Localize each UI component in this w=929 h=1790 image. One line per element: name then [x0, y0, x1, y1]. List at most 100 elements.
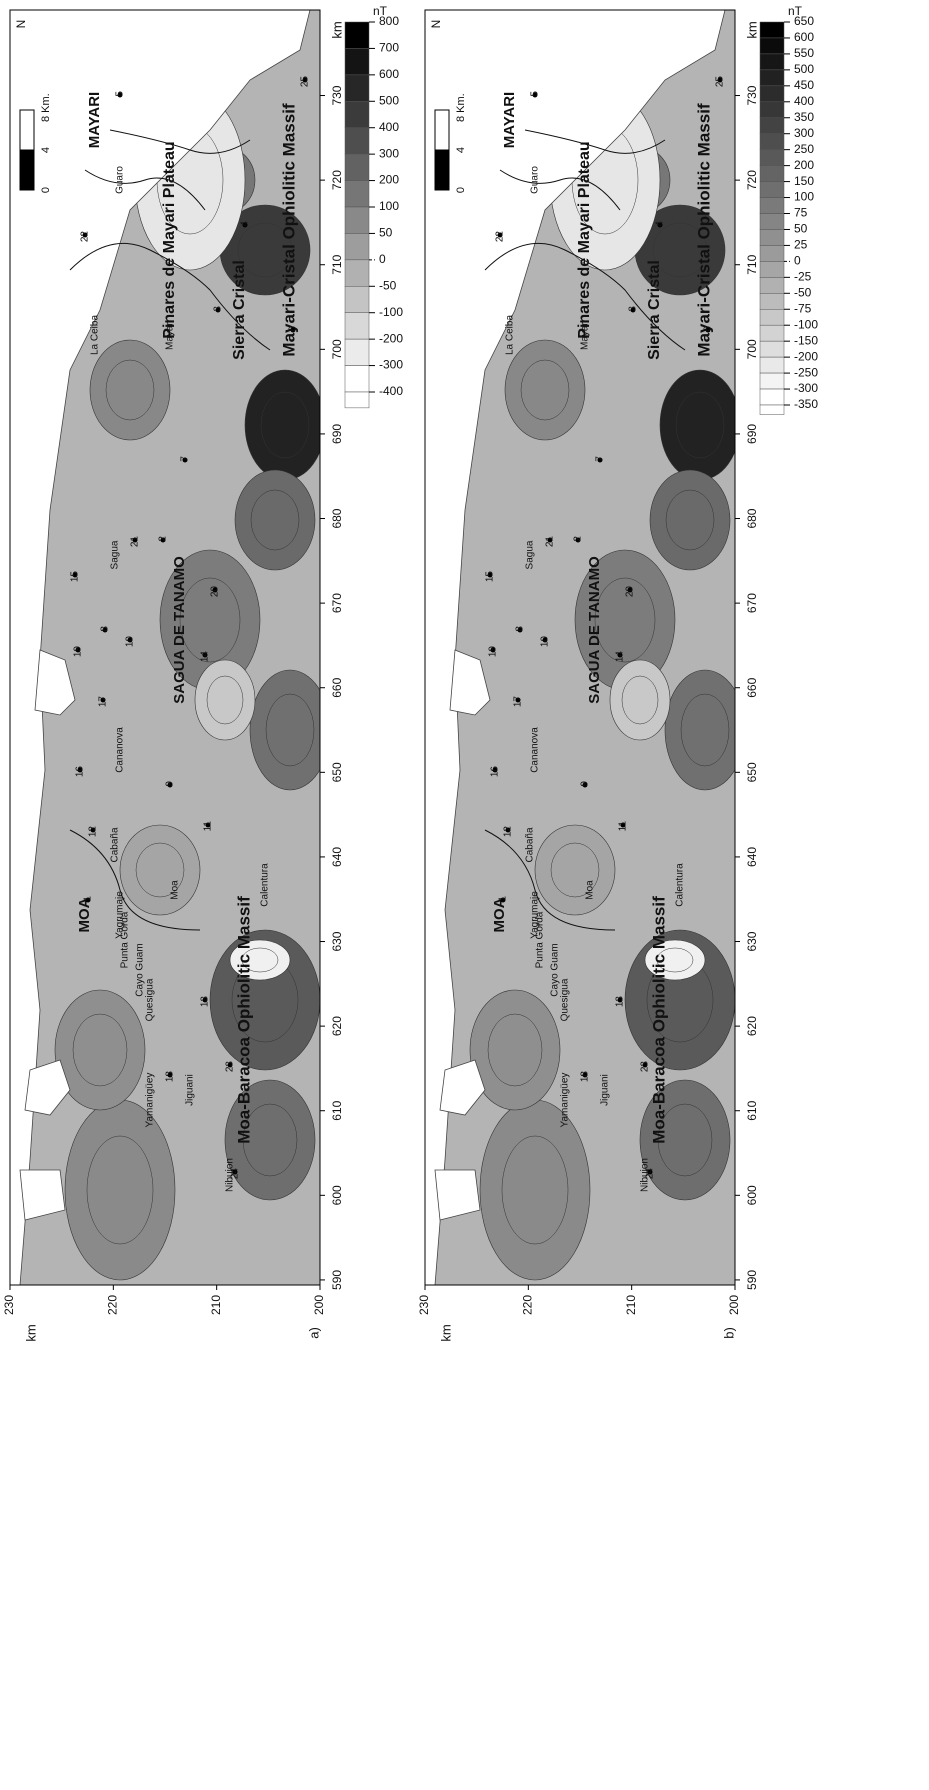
x-tick-label: 670	[330, 593, 344, 613]
site-marker	[630, 307, 636, 313]
site-label: 15	[70, 571, 81, 583]
anomaly-contour	[609, 659, 671, 741]
anomaly-contour	[249, 669, 320, 791]
site-marker	[290, 327, 296, 333]
place-label: Pinares de Mayari Plateau	[576, 141, 593, 338]
colorbar-swatch	[759, 117, 785, 134]
anomaly-contour	[237, 222, 293, 278]
x-tick-label: 640	[745, 847, 759, 867]
x-axis-title: km	[329, 21, 344, 38]
site-marker	[505, 827, 511, 833]
site-marker	[205, 822, 211, 828]
x-tick-label: 730	[745, 85, 759, 105]
site-marker	[85, 897, 91, 903]
site-label: 18	[165, 1071, 176, 1083]
river-label: Mayari	[580, 320, 591, 350]
colorbar-label: -400	[379, 384, 403, 398]
anomaly-contour	[119, 824, 201, 916]
anomaly-contour	[64, 1099, 176, 1281]
colorbar-swatch	[759, 213, 785, 230]
scale-bar-black	[434, 149, 450, 191]
colorbar-label: 100	[794, 190, 814, 204]
x-tick-label: 710	[330, 254, 344, 274]
river-label: La Ceiba	[90, 315, 101, 355]
colorbar-label: 0	[379, 252, 386, 266]
x-tick-label: 690	[745, 424, 759, 444]
site-label: 16	[75, 766, 86, 778]
colorbar-swatch	[344, 206, 370, 234]
colorbar-label: 600	[379, 67, 399, 81]
site-marker	[227, 1062, 233, 1068]
colorbar-label: 350	[794, 110, 814, 124]
colorbar-label: -200	[379, 331, 403, 345]
site-label: 4	[655, 221, 666, 227]
site-marker	[617, 997, 623, 1003]
site-label: 14	[200, 651, 211, 663]
x-tick-label: 680	[330, 508, 344, 528]
x-tick-label: 610	[330, 1100, 344, 1120]
x-tick-label: 630	[330, 931, 344, 951]
site-label: 10	[540, 636, 551, 648]
colorbar-swatch	[759, 340, 785, 358]
colorbar-swatch	[344, 312, 370, 340]
y-tick-label: 230	[417, 1295, 431, 1315]
river-label: La Ceiba	[505, 315, 516, 355]
anomaly-contour	[242, 1103, 298, 1177]
site-marker	[500, 897, 506, 903]
site-label: 2	[573, 536, 584, 542]
site-label: 17	[513, 696, 524, 708]
site-label: 22	[80, 231, 91, 243]
anomaly-contour	[72, 1013, 128, 1087]
site-marker	[547, 537, 553, 543]
place-label: MAYARI	[86, 92, 103, 148]
colorbar-label: 300	[379, 146, 399, 160]
colorbar-swatch	[344, 127, 370, 155]
site-marker	[705, 327, 711, 333]
river-label: Punta Gorda	[535, 911, 546, 968]
north-label: N	[14, 20, 28, 29]
site-marker	[242, 222, 248, 228]
site-label: 10	[125, 636, 136, 648]
river-label: Moa	[170, 880, 181, 900]
scale-bar-label: 4	[40, 147, 52, 153]
x-tick-label: 650	[745, 762, 759, 782]
colorbar-swatch	[344, 338, 370, 366]
x-tick-label: 680	[745, 508, 759, 528]
colorbar-label: 0	[794, 254, 801, 268]
place-label: Sierra Cristal	[231, 260, 248, 360]
x-tick-label: 640	[330, 847, 344, 867]
anomaly-contour	[54, 989, 146, 1111]
map-panel: 5906006106206306406506606706806907007107…	[2, 4, 403, 1342]
river-label: Quesigua	[560, 978, 571, 1021]
colorbar-label: -25	[794, 270, 812, 284]
colorbar-swatch	[759, 69, 785, 87]
colorbar-swatch	[759, 356, 785, 374]
anomaly-contour	[224, 1079, 316, 1201]
river-label: Quesigua	[145, 978, 156, 1021]
place-label: Sierra Cristal	[646, 260, 663, 360]
site-label: 19	[73, 646, 84, 658]
colorbar-swatch	[759, 197, 785, 214]
river-label: Nibujon	[640, 1158, 651, 1192]
site-marker	[532, 92, 538, 98]
site-marker	[515, 697, 521, 703]
colorbar-swatch	[344, 21, 370, 49]
site-marker	[642, 1062, 648, 1068]
river-label: Cayo Guam	[550, 943, 561, 996]
anomaly-contour	[234, 469, 316, 571]
anomaly-contour	[469, 989, 561, 1111]
site-marker	[232, 1169, 238, 1175]
colorbar-swatch	[759, 293, 785, 310]
anomaly-contour	[241, 947, 279, 973]
x-tick-label: 600	[745, 1185, 759, 1205]
anomaly-contour	[194, 659, 256, 741]
anomaly-contour	[89, 339, 171, 441]
site-label: 24	[230, 1168, 241, 1180]
site-marker	[620, 822, 626, 828]
anomaly-contour	[265, 693, 315, 767]
site-label: 18	[580, 1071, 591, 1083]
colorbar-label: -75	[794, 301, 812, 315]
x-tick-label: 610	[745, 1100, 759, 1120]
map-frame	[9, 9, 321, 1286]
anomaly-contour	[680, 693, 730, 767]
